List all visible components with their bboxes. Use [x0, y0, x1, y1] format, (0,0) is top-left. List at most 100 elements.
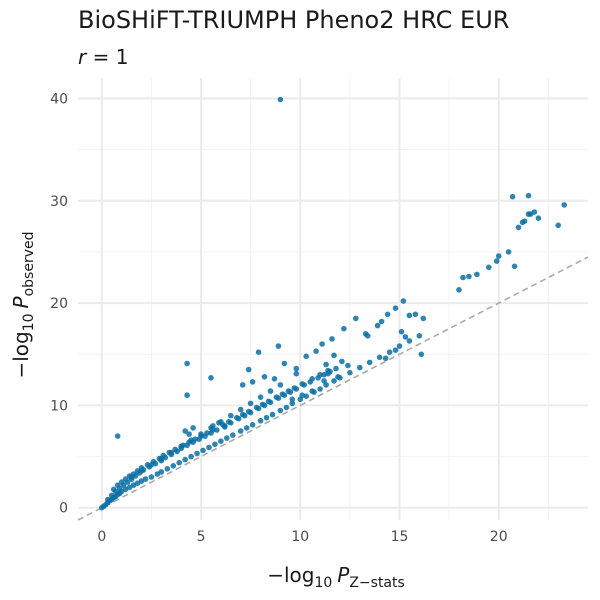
data-point — [184, 360, 190, 367]
data-point — [335, 374, 341, 380]
data-point — [505, 249, 512, 255]
data-point — [273, 394, 280, 401]
x-axis-title-var: P — [337, 563, 350, 587]
data-point — [317, 371, 323, 378]
x-tick-label: 15 — [391, 529, 409, 545]
data-point — [289, 396, 296, 403]
reference-line — [77, 256, 589, 521]
data-point — [378, 318, 385, 325]
data-point — [271, 376, 278, 382]
data-point — [519, 219, 526, 226]
data-point — [158, 469, 165, 475]
data-point — [511, 263, 518, 270]
data-point — [265, 398, 272, 405]
data-point — [148, 462, 155, 468]
data-point — [178, 443, 184, 450]
data-point — [402, 334, 409, 340]
y-tick-label: 30 — [50, 194, 68, 210]
data-point — [208, 375, 214, 381]
data-point — [531, 209, 538, 215]
x-tick-label: 10 — [291, 529, 309, 545]
data-point — [261, 374, 268, 380]
data-point — [525, 211, 532, 217]
y-tick-label: 10 — [50, 398, 68, 414]
data-point — [339, 358, 345, 365]
data-point — [535, 215, 542, 221]
data-point — [319, 341, 325, 347]
data-point — [237, 428, 244, 434]
data-point — [257, 394, 264, 401]
data-point — [555, 222, 561, 229]
data-point — [309, 376, 316, 382]
data-point — [364, 333, 371, 339]
y-axis-title: −log10 Pobserved — [9, 231, 37, 378]
data-point — [341, 325, 347, 332]
data-point — [418, 351, 425, 358]
data-point — [184, 392, 190, 399]
data-point — [210, 423, 216, 429]
data-point — [561, 202, 567, 208]
data-point — [234, 414, 240, 421]
data-point — [216, 420, 222, 426]
y-axis-title-prefix: −log — [9, 331, 33, 378]
y-axis-title-var: P — [9, 295, 33, 308]
data-point — [108, 492, 115, 499]
data-point — [118, 479, 125, 485]
data-point — [317, 386, 323, 392]
data-point — [245, 408, 252, 415]
data-point — [456, 287, 462, 293]
data-point — [345, 362, 351, 369]
data-point — [275, 343, 282, 349]
data-point — [122, 476, 129, 482]
data-point — [420, 315, 427, 322]
data-point — [333, 365, 339, 372]
data-point — [392, 347, 399, 354]
data-point — [226, 419, 232, 425]
data-point — [172, 446, 178, 453]
data-point — [460, 274, 466, 281]
data-point — [277, 407, 284, 414]
data-point — [249, 422, 256, 428]
data-point — [474, 271, 480, 278]
data-point — [396, 343, 403, 349]
data-point — [406, 312, 413, 319]
data-point — [313, 348, 319, 355]
data-point — [247, 400, 254, 407]
data-point — [142, 476, 149, 482]
data-point — [257, 418, 264, 424]
data-point — [285, 388, 292, 394]
data-point — [291, 385, 298, 391]
data-point — [267, 388, 274, 394]
data-point — [281, 360, 288, 367]
x-tick-label: 0 — [97, 529, 106, 545]
data-point — [214, 427, 220, 433]
data-point — [186, 431, 192, 437]
data-point — [222, 424, 228, 430]
data-point — [206, 444, 212, 451]
data-point — [321, 378, 327, 384]
data-point — [331, 352, 337, 359]
data-point — [376, 354, 383, 361]
data-point — [188, 453, 194, 460]
data-point — [255, 349, 262, 356]
data-point — [406, 338, 413, 344]
data-point — [249, 379, 256, 385]
data-point — [243, 425, 250, 431]
data-point — [299, 381, 306, 387]
data-point — [374, 322, 381, 329]
data-point — [224, 435, 230, 441]
data-point — [325, 370, 331, 377]
data-point — [392, 305, 399, 312]
data-point — [386, 349, 393, 356]
x-axis-title-prefix: −log — [267, 563, 314, 587]
data-point — [277, 96, 284, 103]
data-point — [194, 450, 200, 457]
data-point — [412, 311, 419, 318]
subtitle-value: = 1 — [86, 45, 129, 69]
data-point — [239, 411, 246, 418]
data-point — [263, 414, 270, 421]
data-point — [176, 459, 182, 466]
data-point — [329, 336, 335, 342]
data-point — [144, 462, 151, 468]
